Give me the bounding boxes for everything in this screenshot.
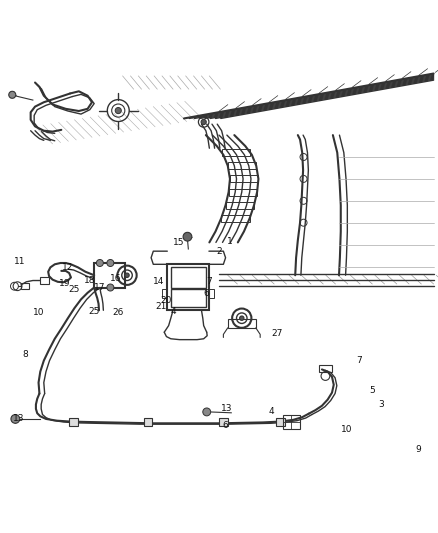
Bar <box>222 149 250 156</box>
Circle shape <box>125 273 129 278</box>
Bar <box>228 319 256 328</box>
Bar <box>319 365 332 373</box>
Circle shape <box>96 260 103 266</box>
Text: 4: 4 <box>170 306 176 316</box>
Bar <box>283 415 300 429</box>
Text: 25: 25 <box>88 306 100 316</box>
Circle shape <box>183 232 192 241</box>
Bar <box>276 418 285 426</box>
Text: 18: 18 <box>84 276 95 285</box>
Text: 25: 25 <box>68 285 79 294</box>
Text: 21: 21 <box>155 302 167 311</box>
Text: 14: 14 <box>153 277 164 286</box>
Text: 6: 6 <box>203 289 209 298</box>
Bar <box>209 289 214 298</box>
Text: 11: 11 <box>14 257 25 266</box>
Circle shape <box>240 316 244 320</box>
Bar <box>221 215 250 222</box>
Bar <box>21 282 29 289</box>
Circle shape <box>107 260 114 266</box>
Text: 5: 5 <box>369 385 375 394</box>
Bar <box>229 189 257 196</box>
Bar <box>219 418 228 426</box>
Circle shape <box>201 119 206 125</box>
Text: 7: 7 <box>206 277 212 286</box>
Text: 4: 4 <box>269 407 274 416</box>
Text: 1: 1 <box>227 237 233 246</box>
Text: 3: 3 <box>378 400 384 409</box>
Text: 10: 10 <box>341 425 353 434</box>
Text: 13: 13 <box>221 405 233 414</box>
Bar <box>228 162 256 169</box>
Text: 17: 17 <box>94 283 106 292</box>
Text: 16: 16 <box>110 274 122 283</box>
Circle shape <box>203 408 211 416</box>
Circle shape <box>11 415 20 423</box>
Bar <box>162 289 167 298</box>
Text: 10: 10 <box>33 308 44 317</box>
Text: 13: 13 <box>13 415 25 423</box>
Text: 15: 15 <box>173 238 184 247</box>
Bar <box>94 263 125 287</box>
Text: 8: 8 <box>22 351 28 359</box>
Bar <box>167 264 209 310</box>
Bar <box>144 418 152 426</box>
Text: 6: 6 <box>223 421 229 430</box>
Bar <box>230 175 258 182</box>
Bar <box>40 278 49 284</box>
Bar <box>226 201 254 209</box>
Text: 27: 27 <box>271 328 283 337</box>
Bar <box>69 418 78 426</box>
Text: 20: 20 <box>160 296 171 305</box>
Circle shape <box>9 91 16 98</box>
Text: 9: 9 <box>415 445 421 454</box>
Bar <box>171 268 206 288</box>
Text: 26: 26 <box>113 308 124 317</box>
Text: 2: 2 <box>216 247 222 256</box>
Text: 7: 7 <box>356 356 362 365</box>
Circle shape <box>115 108 121 114</box>
Text: 19: 19 <box>59 279 71 288</box>
Circle shape <box>107 284 114 291</box>
Text: 12: 12 <box>62 263 74 272</box>
Bar <box>171 289 206 307</box>
